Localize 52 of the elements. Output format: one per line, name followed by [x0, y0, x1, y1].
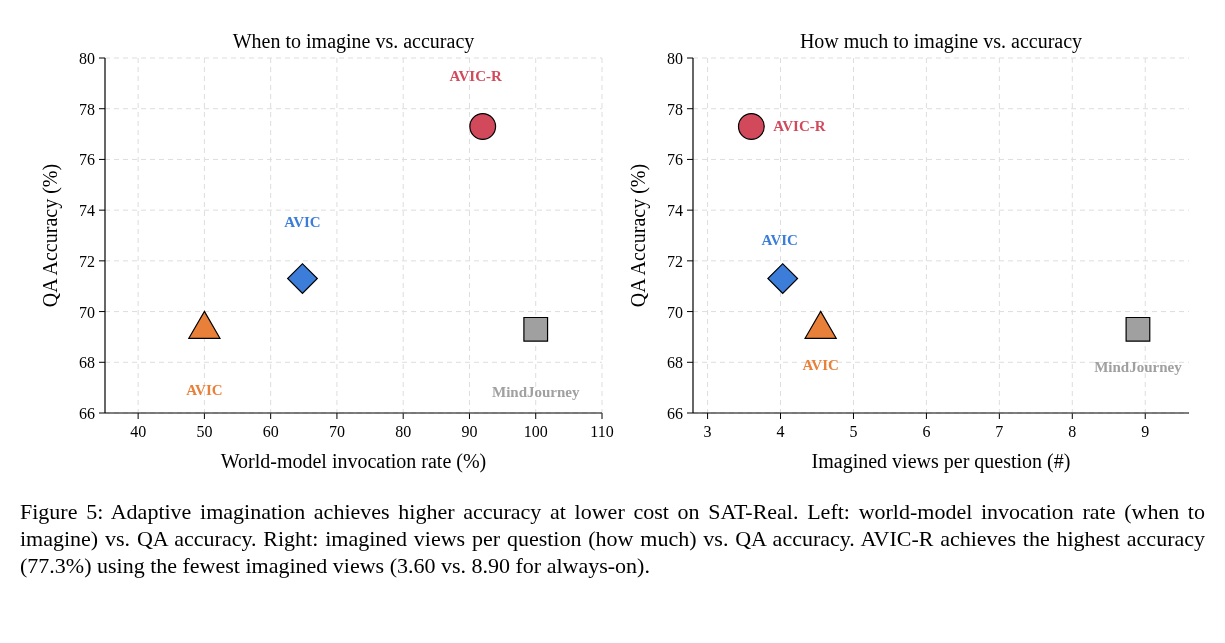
y-tick-label: 70 [667, 303, 683, 321]
point [523, 316, 549, 342]
y-tick-label: 78 [79, 100, 95, 118]
series-label: AVIC [761, 231, 798, 248]
point [737, 113, 765, 140]
x-tick-label: 6 [922, 423, 931, 440]
caption: Figure 5: Adaptive imagination achieves higher accuracy at lower cost on SAT-Real. Left: world-model invocation rate (when to imagine) vs. QA accuracy. Right: imagined views per question (how much) vs. QA accuracy. AVIC-R achieves the highest accuracy (77.3%) using the fewest imagined views (3.60 vs. 8.90 for always-on). [19, 498, 1206, 579]
point [767, 263, 799, 295]
y-tick-label: 78 [667, 100, 683, 118]
text: MindJourney [491, 384, 580, 401]
series-label: AVIC [802, 357, 839, 374]
x-axis-title: Imagined views per question (#) [811, 450, 1071, 473]
point [287, 263, 318, 295]
y-tick-label: 76 [79, 151, 95, 169]
y-axis-title: QA Accuracy (%) [627, 163, 650, 308]
y-tick-label: 68 [79, 354, 95, 372]
x-tick-label: 8 [1068, 423, 1077, 440]
y-tick-label: 72 [667, 252, 683, 270]
x-tick-label: 7 [995, 423, 1004, 440]
x-axis-title: World-model invocation rate (%) [220, 450, 487, 473]
x-tick-label: 80 [395, 423, 412, 440]
y-tick-label: 66 [667, 405, 683, 422]
y-tick-label: 74 [667, 202, 683, 220]
y-tick-label: 74 [79, 202, 95, 220]
y-tick-label: 68 [667, 354, 683, 372]
text: AVIC [186, 382, 223, 399]
chart-title: When to imagine vs. accuracy [232, 30, 475, 53]
x-tick-label: 40 [130, 423, 147, 440]
y-tick-label: 72 [79, 252, 95, 270]
x-tick-label: 90 [461, 423, 478, 440]
x-tick-label: 100 [523, 423, 548, 440]
y-tick-label: 76 [667, 151, 683, 169]
y-axis-title: QA Accuracy (%) [39, 163, 62, 308]
point [1125, 316, 1151, 342]
x-tick-label: 3 [703, 423, 712, 440]
y-tick-label: 80 [79, 50, 95, 67]
text: AVIC [284, 213, 321, 230]
chart-title: How much to imagine vs. accuracy [799, 30, 1083, 53]
series-label: AVIC-R [773, 118, 826, 135]
x-tick-label: 9 [1141, 423, 1150, 440]
y-tick-label: 66 [79, 405, 95, 422]
x-tick-label: 4 [776, 423, 785, 440]
x-tick-label: 60 [262, 423, 279, 440]
series-label: MindJourney [1094, 359, 1183, 376]
x-tick-label: 5 [849, 423, 858, 440]
x-tick-label: 110 [590, 423, 614, 440]
x-tick-label: 70 [328, 423, 345, 440]
y-tick-label: 80 [667, 50, 683, 67]
y-tick-label: 70 [79, 303, 95, 321]
text: AVIC-R [449, 68, 502, 85]
x-tick-label: 50 [196, 423, 213, 440]
point [469, 113, 497, 140]
